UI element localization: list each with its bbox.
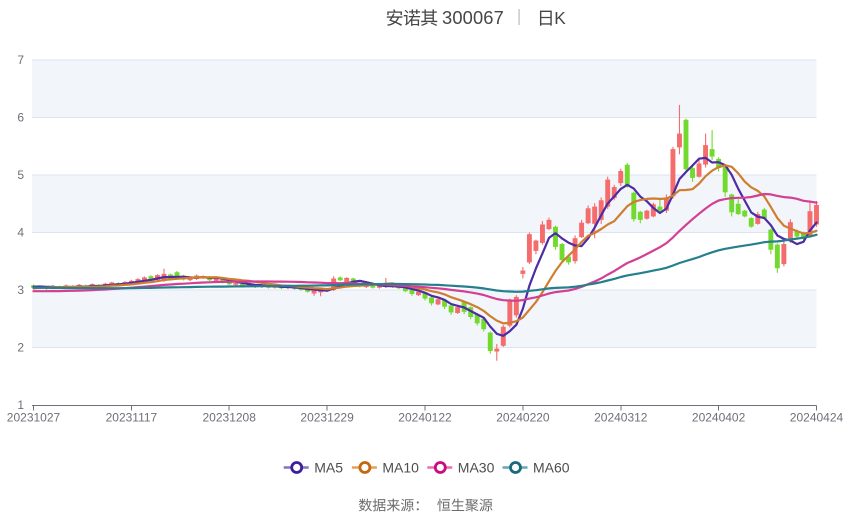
svg-text:7: 7 bbox=[17, 53, 24, 67]
svg-text:20231117: 20231117 bbox=[106, 411, 158, 425]
svg-text:6: 6 bbox=[17, 111, 24, 125]
svg-text:MA60: MA60 bbox=[533, 460, 570, 476]
svg-text:5: 5 bbox=[17, 168, 24, 182]
svg-text:K: K bbox=[554, 8, 566, 28]
svg-text:2: 2 bbox=[17, 341, 24, 355]
svg-text:20240312: 20240312 bbox=[594, 411, 648, 425]
svg-text:20240424: 20240424 bbox=[790, 411, 844, 425]
svg-text:MA10: MA10 bbox=[382, 460, 419, 476]
svg-text:1: 1 bbox=[17, 398, 24, 412]
svg-text:20240220: 20240220 bbox=[496, 411, 550, 425]
svg-text:20231229: 20231229 bbox=[300, 411, 354, 425]
svg-text:3: 3 bbox=[17, 283, 24, 297]
svg-text:20231027: 20231027 bbox=[7, 411, 61, 425]
svg-text:MA30: MA30 bbox=[458, 460, 495, 476]
svg-text:20231208: 20231208 bbox=[203, 411, 257, 425]
svg-text:MA5: MA5 bbox=[314, 460, 343, 476]
svg-text:20240402: 20240402 bbox=[692, 411, 746, 425]
svg-text:300067: 300067 bbox=[442, 7, 504, 28]
svg-text:20240122: 20240122 bbox=[398, 411, 452, 425]
svg-text:4: 4 bbox=[17, 226, 24, 240]
